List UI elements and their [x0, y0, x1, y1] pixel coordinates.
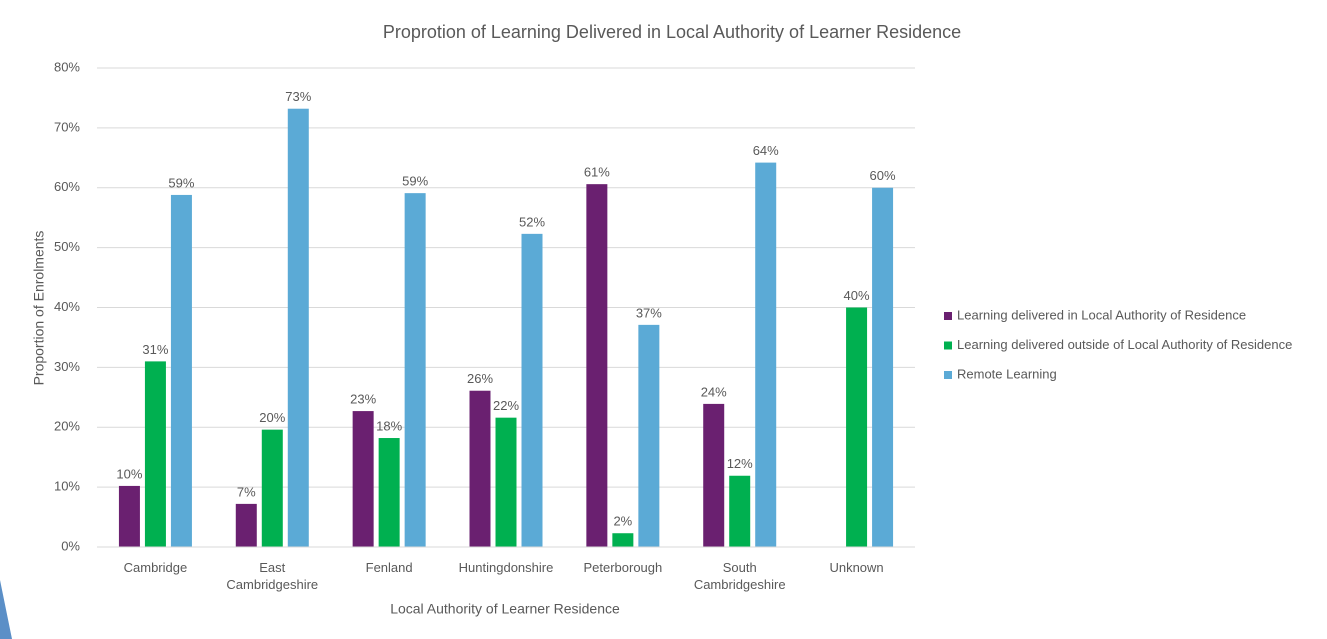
y-axis-title: Proportion of Enrolments	[31, 231, 47, 386]
bar	[118, 485, 140, 547]
y-tick-label: 30%	[54, 359, 80, 374]
bar	[378, 438, 400, 547]
y-tick-label: 10%	[54, 479, 80, 494]
bar	[404, 193, 426, 548]
x-tick-label: Fenland	[365, 560, 413, 575]
y-tick-label: 20%	[54, 419, 80, 434]
bar	[729, 475, 751, 547]
legend-label: Learning delivered in Local Authority of…	[957, 307, 1246, 322]
data-label: 59%	[168, 175, 194, 190]
y-tick-label: 70%	[54, 119, 80, 134]
x-axis-title: Local Authority of Learner Residence	[390, 601, 620, 617]
data-label: 10%	[116, 466, 142, 481]
data-label: 31%	[142, 342, 168, 357]
data-label: 40%	[844, 288, 870, 303]
data-label: 12%	[727, 456, 753, 471]
data-label: 59%	[402, 174, 428, 189]
data-label: 24%	[701, 384, 727, 399]
y-tick-label: 80%	[54, 59, 80, 74]
bar	[755, 162, 777, 548]
x-tick-label: Peterborough	[583, 560, 663, 575]
y-tick-label: 60%	[54, 179, 80, 194]
bar	[495, 417, 517, 547]
decor-shape	[0, 580, 12, 639]
bar	[261, 429, 283, 547]
data-label: 60%	[870, 168, 896, 183]
bar	[586, 184, 608, 547]
legend-label: Remote Learning	[957, 366, 1057, 381]
data-label: 52%	[519, 214, 545, 229]
data-label: 73%	[285, 89, 311, 104]
data-label: 22%	[493, 398, 519, 413]
data-label: 64%	[753, 143, 779, 158]
data-label: 20%	[259, 410, 285, 425]
x-tick-label: Cambridge	[123, 560, 188, 575]
legend-swatch	[944, 371, 952, 379]
bar	[287, 108, 309, 547]
bar	[235, 503, 257, 547]
data-label: 7%	[237, 484, 256, 499]
y-tick-label: 0%	[61, 538, 80, 553]
legend-swatch	[944, 341, 952, 350]
bar	[144, 361, 166, 547]
legend-label: Learning delivered outside of Local Auth…	[957, 337, 1292, 352]
x-tick-label: East Cambridgeshire	[226, 560, 319, 592]
data-label: 23%	[350, 392, 376, 407]
bar	[872, 187, 894, 547]
bar	[469, 390, 491, 547]
bar	[612, 533, 634, 547]
legend-swatch	[944, 312, 952, 320]
x-tick-label: South Cambridgeshire	[693, 560, 786, 592]
bar	[170, 194, 192, 547]
x-tick-label: Unknown	[829, 560, 884, 575]
data-label: 18%	[376, 418, 402, 433]
data-label: 37%	[636, 305, 662, 320]
bar	[352, 411, 374, 547]
x-tick-label: Huntingdonshire	[458, 560, 554, 575]
data-label: 26%	[467, 371, 493, 386]
bar	[846, 307, 868, 547]
bar	[521, 233, 543, 547]
y-tick-label: 50%	[54, 239, 80, 254]
chart-title: Proprotion of Learning Delivered in Loca…	[383, 22, 961, 42]
data-label: 2%	[613, 514, 632, 529]
bar	[638, 324, 660, 547]
data-label: 61%	[584, 165, 610, 180]
y-tick-label: 40%	[54, 299, 80, 314]
bar	[703, 403, 725, 547]
